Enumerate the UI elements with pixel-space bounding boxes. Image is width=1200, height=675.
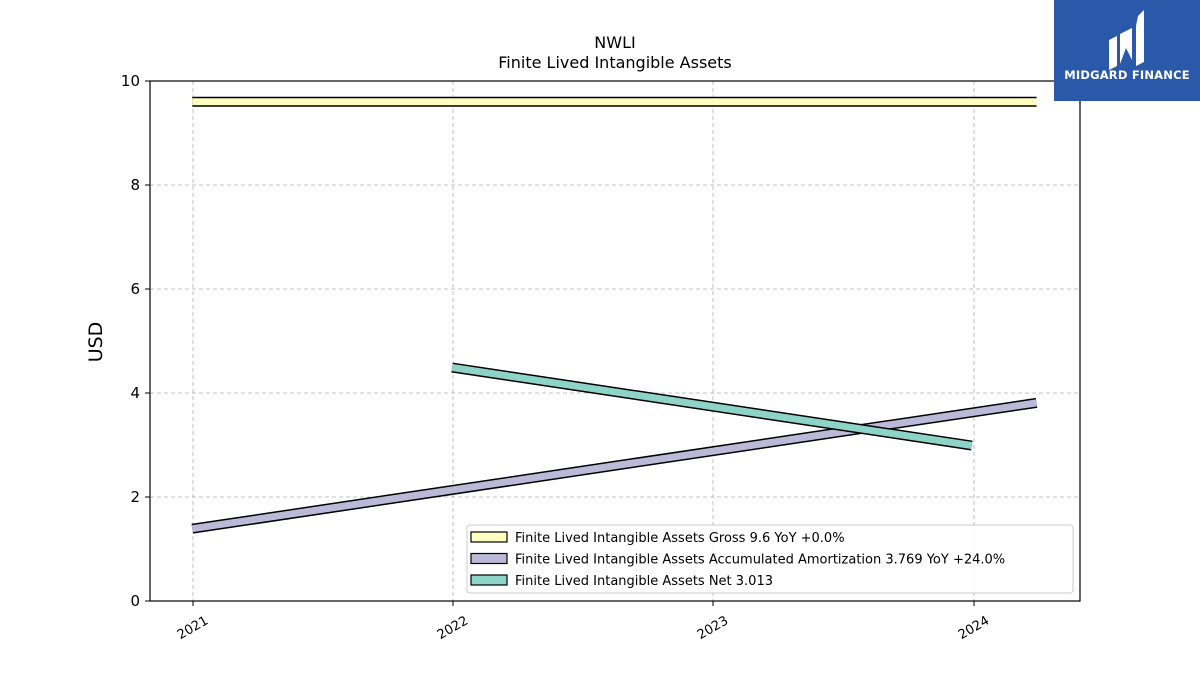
legend-swatch <box>470 531 508 543</box>
series-line <box>191 399 1038 533</box>
chart-subtitle: Finite Lived Intangible Assets <box>498 53 731 72</box>
y-tick-label: 10 <box>121 72 140 90</box>
y-tick-label: 6 <box>130 280 140 298</box>
logo-text: MIDGARD FINANCE <box>1064 68 1190 82</box>
brand-logo: MIDGARD FINANCE <box>1054 0 1200 101</box>
y-tick-label: 4 <box>130 384 140 402</box>
legend-entry-label: Finite Lived Intangible Assets Net 3.013 <box>515 574 773 589</box>
series-line <box>451 364 973 449</box>
chart-title: NWLI <box>594 33 635 52</box>
y-axis-label: USD <box>85 322 107 363</box>
legend-entry-label: Finite Lived Intangible Assets Accumulat… <box>515 553 1005 568</box>
y-tick-label: 0 <box>130 592 140 610</box>
legend-box <box>466 524 1074 594</box>
y-tick-label: 8 <box>130 176 140 194</box>
legend: Finite Lived Intangible Assets Gross 9.6… <box>466 524 1074 594</box>
legend-swatch <box>470 574 508 586</box>
legend-swatch <box>470 552 508 565</box>
grid-lines <box>150 80 1080 602</box>
series-layer <box>191 96 1038 534</box>
x-tick-label: 2022 <box>435 613 471 643</box>
x-tick-label: 2024 <box>956 613 992 643</box>
x-tick-label: 2023 <box>695 613 731 643</box>
plot-frame <box>149 80 1081 602</box>
legend-entry-label: Finite Lived Intangible Assets Gross 9.6… <box>515 531 845 546</box>
y-tick-label: 2 <box>130 488 140 506</box>
x-axis-ticks: 2021 2022 2023 2024 <box>175 601 992 643</box>
logo-mark-icon <box>1109 10 1144 70</box>
y-axis-ticks: 0 2 4 6 8 10 <box>121 72 150 610</box>
x-tick-label: 2021 <box>175 613 211 643</box>
